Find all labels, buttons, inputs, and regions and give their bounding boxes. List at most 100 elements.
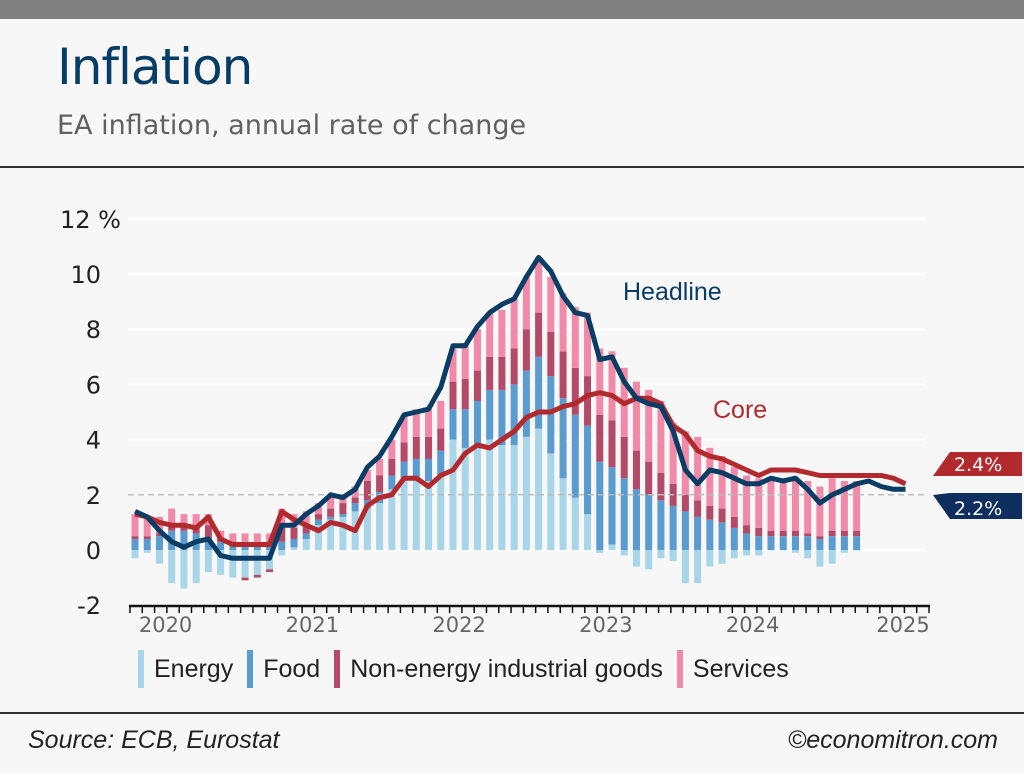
- bar-segment-non-energy-industrial-goods: [388, 458, 396, 476]
- bar-segment-energy: [204, 550, 212, 573]
- bar-segment-food: [669, 505, 677, 550]
- legend-item-food: Food: [247, 650, 320, 688]
- bar-segment-non-energy-industrial-goods: [791, 530, 799, 537]
- x-axis: 2020 2021 2022 2023 2024 2025: [129, 604, 930, 637]
- y-axis: -2 0 2 4 6 8 10 12 %: [60, 206, 121, 620]
- bar-segment-energy: [755, 550, 763, 556]
- bar-segment-energy: [290, 547, 298, 550]
- bar-segment-energy: [192, 550, 200, 584]
- bar-segment-food: [730, 527, 738, 550]
- bar-segment-services: [522, 276, 530, 330]
- bar-segment-services: [730, 467, 738, 517]
- bar-segment-non-energy-industrial-goods: [694, 500, 702, 517]
- bar-segment-food: [473, 400, 481, 446]
- bar-segment-food: [339, 514, 347, 517]
- x-tick-label: 2022: [432, 613, 485, 637]
- bar-segment-non-energy-industrial-goods: [363, 481, 371, 501]
- bar-segment-services: [632, 381, 640, 451]
- bar-segment-services: [229, 533, 237, 542]
- legend-label-services: Services: [692, 654, 789, 683]
- bar-segment-food: [828, 536, 836, 550]
- bar-segment-services: [584, 312, 592, 377]
- bar-segment-energy: [828, 550, 836, 564]
- header-divider: [0, 166, 1024, 168]
- bar-segment-services: [449, 348, 457, 382]
- bar-segment-food: [143, 538, 151, 550]
- y-tick-label: 4: [86, 427, 101, 455]
- bar-segment-food: [486, 389, 494, 440]
- x-tick-label: 2020: [139, 613, 192, 637]
- y-tick-label: 10: [70, 261, 101, 289]
- bar-segment-services: [816, 486, 824, 537]
- legend-swatch-neig: [334, 650, 341, 688]
- bar-segment-energy: [718, 550, 726, 564]
- chart-subtitle: EA inflation, annual rate of change: [57, 110, 527, 141]
- core-line: [134, 390, 907, 547]
- bar-segment-food: [840, 536, 848, 550]
- bar-segment-energy: [437, 475, 445, 550]
- bar-segment-energy: [363, 508, 371, 550]
- bar-segment-energy: [694, 550, 702, 584]
- bar-segment-services: [253, 533, 261, 542]
- bar-segment-non-energy-industrial-goods: [559, 351, 567, 399]
- bar-segment-non-energy-industrial-goods: [804, 533, 812, 537]
- bar-segment-services: [718, 456, 726, 509]
- bar-segment-non-energy-industrial-goods: [608, 420, 616, 468]
- footer-divider: [0, 712, 1024, 714]
- bar-segment-food: [743, 533, 751, 550]
- bar-segment-services: [669, 423, 677, 484]
- headline-end-label-bg: [933, 493, 1022, 519]
- bar-segment-non-energy-industrial-goods: [278, 525, 286, 542]
- bar-segment-non-energy-industrial-goods: [681, 494, 689, 512]
- legend-label-food: Food: [263, 654, 321, 683]
- bar-segment-food: [351, 503, 359, 512]
- bar-segment-food: [804, 536, 812, 550]
- bar-segment-services: [180, 514, 188, 526]
- bar-segment-services: [840, 481, 848, 531]
- bar-segment-services: [791, 478, 799, 531]
- bar-segment-non-energy-industrial-goods: [510, 348, 518, 385]
- bar-segment-non-energy-industrial-goods: [400, 442, 408, 462]
- headline-annotation: Headline: [623, 278, 722, 306]
- legend: Energy Food Non-energy industrial goods …: [138, 650, 803, 688]
- bar-segment-energy: [155, 550, 163, 564]
- bar-segment-energy: [669, 550, 677, 562]
- bar-segment-non-energy-industrial-goods: [657, 472, 665, 501]
- bar-segment-food: [425, 458, 433, 481]
- bar-segment-non-energy-industrial-goods: [522, 329, 530, 371]
- bar-segment-services: [559, 293, 567, 352]
- bar-segment-food: [522, 370, 530, 437]
- bar-segment-services: [657, 400, 665, 473]
- bar-segment-non-energy-industrial-goods: [498, 356, 506, 390]
- bar-segment-non-energy-industrial-goods: [767, 530, 775, 537]
- bar-segment-food: [131, 538, 139, 550]
- bar-segment-energy: [547, 453, 555, 550]
- bar-segment-services: [535, 257, 543, 313]
- bar-segment-services: [767, 481, 775, 531]
- bar-segment-non-energy-industrial-goods: [755, 527, 763, 537]
- bar-segment-non-energy-industrial-goods: [730, 516, 738, 528]
- bar-segment-non-energy-industrial-goods: [840, 530, 848, 537]
- bar-segment-energy: [327, 519, 335, 550]
- bar-segment-food: [632, 489, 640, 550]
- bar-segment-energy: [632, 550, 640, 567]
- bar-segment-services: [804, 481, 812, 534]
- bar-segment-energy: [510, 445, 518, 550]
- bar-segment-services: [828, 478, 836, 531]
- bar-segment-non-energy-industrial-goods: [828, 530, 836, 537]
- bar-segment-food: [302, 533, 310, 539]
- bar-segment-non-energy-industrial-goods: [131, 536, 139, 539]
- y-tick-label: 8: [86, 316, 101, 344]
- bar-segment-energy: [730, 550, 738, 559]
- bar-segment-food: [706, 519, 714, 550]
- bar-segment-non-energy-industrial-goods: [327, 508, 335, 517]
- credit-link[interactable]: ©economitron.com: [787, 726, 998, 754]
- bar-segment-non-energy-industrial-goods: [706, 505, 714, 520]
- bar-segment-services: [510, 298, 518, 349]
- bar-segment-food: [571, 414, 579, 498]
- bar-segment-food: [681, 511, 689, 550]
- bar-segment-non-energy-industrial-goods: [853, 530, 861, 537]
- bar-segment-services: [473, 329, 481, 371]
- bar-segment-food: [388, 475, 396, 490]
